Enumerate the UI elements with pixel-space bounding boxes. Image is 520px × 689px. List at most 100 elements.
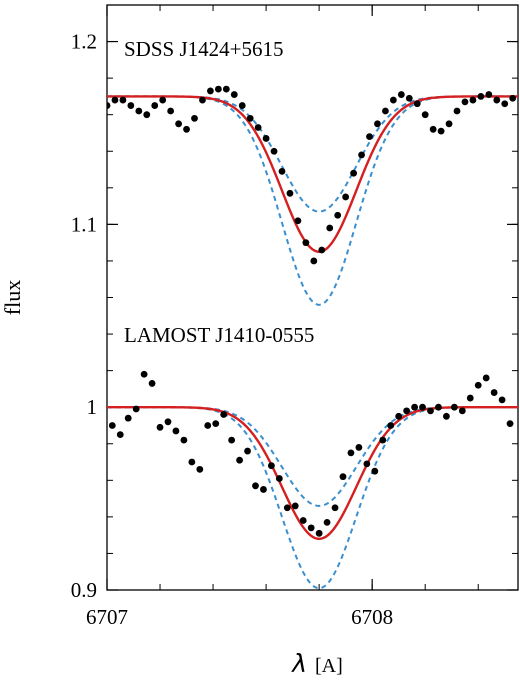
data-point bbox=[108, 422, 116, 429]
series-layer bbox=[107, 95, 518, 590]
panel-annotation: SDSS J1424+5615 bbox=[124, 37, 283, 61]
data-point bbox=[363, 460, 371, 468]
data-point bbox=[302, 239, 310, 247]
data-point bbox=[450, 403, 458, 411]
data-point bbox=[275, 475, 283, 482]
data-point bbox=[111, 96, 119, 104]
data-point bbox=[148, 380, 156, 387]
data-point bbox=[294, 217, 302, 225]
data-point bbox=[268, 462, 275, 470]
data-point bbox=[443, 412, 450, 420]
data-point bbox=[458, 407, 466, 415]
data-point bbox=[482, 374, 490, 382]
data-point bbox=[124, 414, 132, 422]
data-point bbox=[228, 436, 236, 444]
data-point bbox=[183, 125, 190, 133]
data-point bbox=[307, 524, 315, 532]
data-point bbox=[127, 102, 135, 109]
data-point bbox=[461, 98, 469, 106]
data-point bbox=[167, 107, 175, 115]
data-point bbox=[132, 405, 140, 413]
data-point bbox=[485, 91, 493, 98]
data-point bbox=[466, 394, 474, 402]
data-point bbox=[283, 504, 291, 512]
data-point bbox=[199, 96, 206, 104]
data-point bbox=[469, 96, 477, 104]
data-points-layer bbox=[107, 85, 517, 537]
data-point bbox=[238, 102, 246, 109]
data-point bbox=[180, 436, 188, 444]
data-point bbox=[254, 124, 262, 131]
data-point bbox=[421, 111, 429, 119]
data-point bbox=[405, 94, 413, 102]
x-axis-label-symbol: λ bbox=[290, 649, 307, 678]
data-point bbox=[403, 407, 411, 415]
y-tick-label: 0.9 bbox=[71, 578, 97, 602]
data-point bbox=[204, 422, 212, 429]
data-point bbox=[498, 396, 506, 404]
data-point bbox=[116, 431, 124, 439]
plot-frame bbox=[106, 4, 519, 591]
y-axis-label: flux bbox=[0, 280, 25, 315]
data-point bbox=[326, 224, 334, 232]
best-fit-curve bbox=[107, 95, 518, 253]
data-point bbox=[299, 517, 307, 524]
data-point bbox=[222, 85, 230, 93]
data-point bbox=[509, 94, 517, 102]
data-point bbox=[310, 257, 318, 265]
data-point bbox=[291, 502, 299, 510]
annotations-layer: SDSS J1424+5615 LAMOST J1410-0555 bbox=[124, 37, 314, 347]
data-point bbox=[419, 403, 426, 411]
data-point bbox=[164, 418, 172, 426]
y-tick-label: 1.1 bbox=[71, 212, 97, 236]
panel-annotation: LAMOST J1410-0555 bbox=[124, 323, 314, 347]
data-point bbox=[387, 422, 395, 429]
data-point bbox=[382, 107, 389, 115]
data-point bbox=[437, 127, 445, 135]
data-point bbox=[395, 412, 403, 420]
data-point bbox=[175, 120, 182, 128]
data-point bbox=[262, 135, 270, 142]
data-point bbox=[191, 114, 198, 122]
data-point bbox=[371, 467, 379, 475]
data-point bbox=[339, 473, 347, 481]
data-point bbox=[331, 504, 339, 512]
data-point bbox=[342, 193, 350, 201]
axis-tick-labels: 0.9 1 1.1 1.2 6707 6708 bbox=[71, 30, 393, 629]
lower-bound-curve bbox=[107, 406, 518, 590]
data-point bbox=[453, 107, 461, 115]
data-point bbox=[172, 427, 180, 435]
x-tick-label: 6707 bbox=[86, 605, 128, 629]
data-point bbox=[318, 246, 326, 254]
data-point bbox=[188, 458, 196, 466]
y-tick-label: 1 bbox=[87, 395, 98, 419]
y-tick-label: 1.2 bbox=[71, 30, 97, 54]
data-point bbox=[159, 96, 167, 104]
data-point bbox=[474, 381, 482, 389]
data-point bbox=[278, 167, 286, 175]
data-point bbox=[506, 420, 514, 428]
data-point bbox=[270, 147, 278, 155]
data-point bbox=[220, 411, 228, 418]
data-point bbox=[244, 447, 251, 455]
data-point bbox=[143, 111, 151, 119]
data-point bbox=[196, 465, 204, 473]
data-point bbox=[207, 87, 214, 95]
data-point bbox=[107, 102, 111, 109]
data-point bbox=[435, 403, 442, 411]
axis-ticks bbox=[106, 4, 518, 591]
data-point bbox=[156, 423, 164, 431]
lower-bound-curve bbox=[107, 95, 518, 306]
data-point bbox=[477, 93, 485, 100]
data-point bbox=[427, 407, 434, 415]
data-point bbox=[429, 125, 437, 133]
data-point bbox=[334, 211, 342, 219]
data-point bbox=[246, 114, 254, 122]
data-point bbox=[413, 100, 421, 108]
data-point bbox=[286, 189, 294, 197]
x-tick-label: 6708 bbox=[351, 605, 393, 629]
data-point bbox=[151, 102, 159, 109]
x-axis-label: λ [A] bbox=[290, 649, 343, 678]
